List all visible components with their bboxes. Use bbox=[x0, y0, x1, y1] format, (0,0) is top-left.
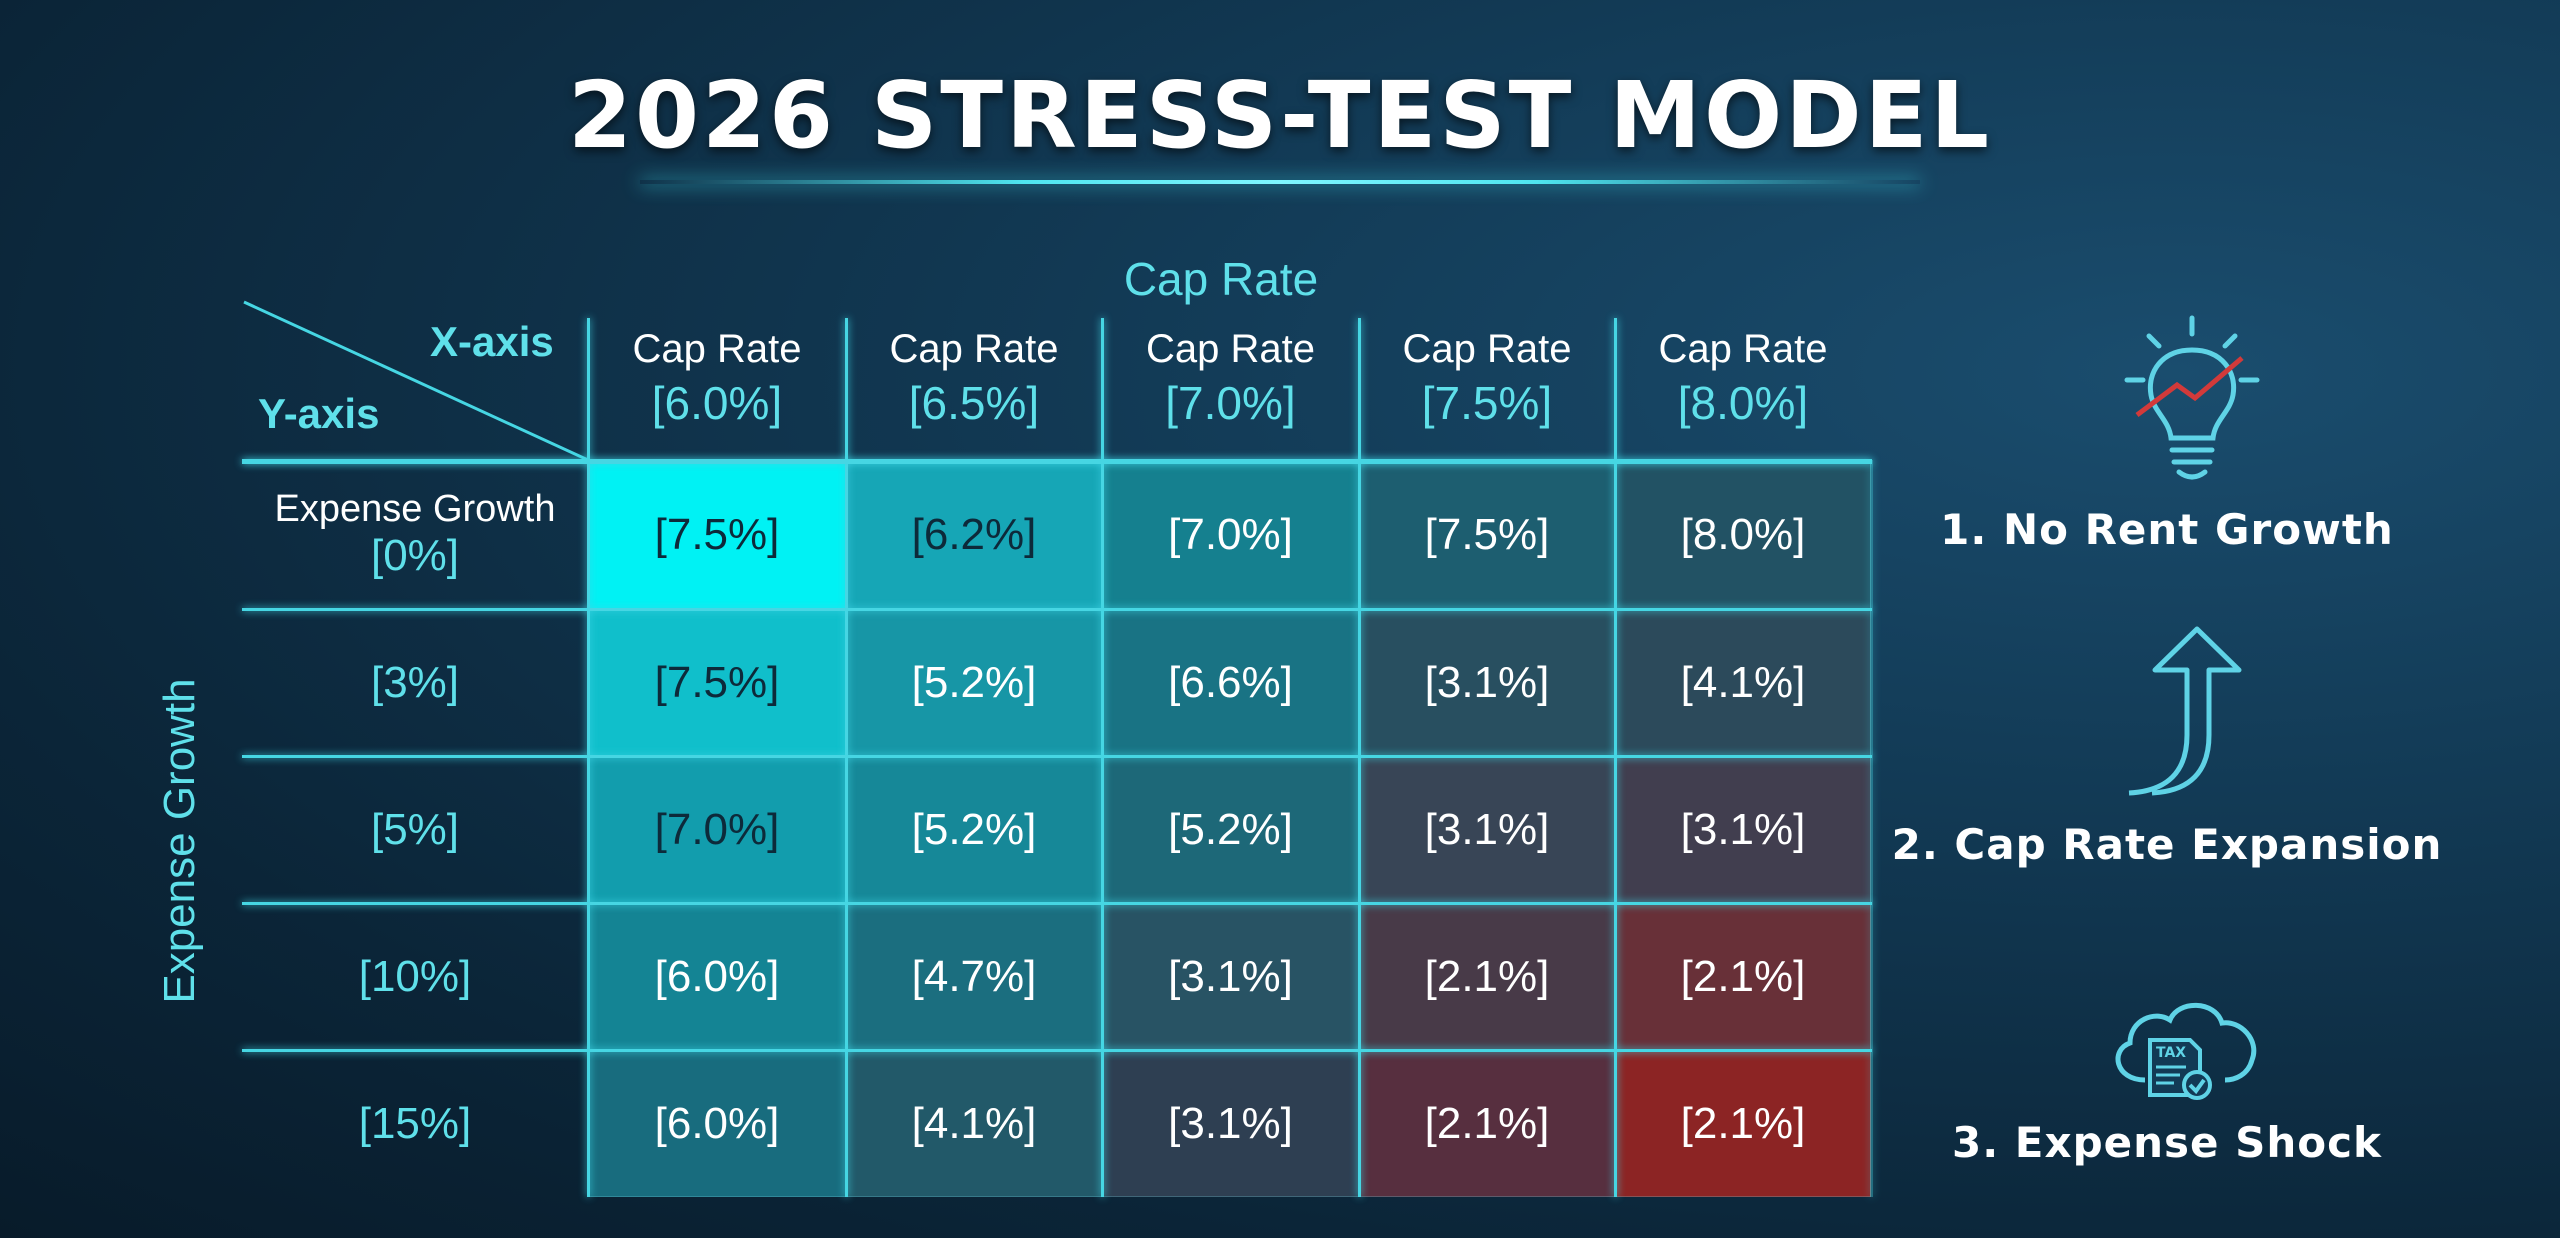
corner-y-axis-label: Y-axis bbox=[258, 390, 380, 437]
heatmap-cell: [3.1%] bbox=[1359, 609, 1615, 756]
scenario-label-2: 2. Cap Rate Expansion bbox=[1891, 820, 2443, 869]
row-header: [15%] bbox=[242, 1050, 588, 1197]
column-header-value: [6.5%] bbox=[908, 377, 1040, 429]
grid-line-horizontal bbox=[242, 608, 1872, 611]
heatmap-cell: [4.1%] bbox=[1615, 609, 1871, 756]
heatmap-cell: [6.0%] bbox=[588, 903, 846, 1050]
grid-line-horizontal bbox=[242, 902, 1872, 905]
row-header-title: Expense Growth bbox=[274, 488, 556, 530]
heatmap-cell: [6.6%] bbox=[1102, 609, 1359, 756]
heatmap-cell: [6.2%] bbox=[846, 460, 1102, 609]
column-header: Cap Rate [8.0%] bbox=[1615, 322, 1871, 460]
heatmap-cell: [4.1%] bbox=[846, 1050, 1102, 1197]
heatmap-cell: [7.0%] bbox=[1102, 460, 1359, 609]
column-header-value: [7.5%] bbox=[1421, 377, 1553, 429]
page-title: 2026 STRESS-TEST MODEL bbox=[567, 62, 1993, 169]
heatmap-cell: [5.2%] bbox=[846, 756, 1102, 903]
heatmap-cell: [7.0%] bbox=[588, 756, 846, 903]
column-header: Cap Rate [6.5%] bbox=[846, 322, 1102, 460]
column-header-value: [6.0%] bbox=[651, 377, 783, 429]
row-header: Expense Growth [0%] bbox=[242, 460, 588, 609]
heatmap-cell: [3.1%] bbox=[1359, 756, 1615, 903]
heatmap-cell: [8.0%] bbox=[1615, 460, 1871, 609]
column-header-title: Cap Rate bbox=[1146, 327, 1315, 371]
column-header-title: Cap Rate bbox=[632, 327, 802, 371]
row-header: [5%] bbox=[242, 756, 588, 903]
row-header-value: [5%] bbox=[370, 804, 460, 854]
column-header: Cap Rate [6.0%] bbox=[588, 322, 846, 460]
heatmap-cell: [6.0%] bbox=[588, 1050, 846, 1197]
heatmap-cell: [3.1%] bbox=[1102, 1050, 1359, 1197]
scenario-label-1: 1. No Rent Growth bbox=[1940, 505, 2394, 554]
heatmap-cell: [7.5%] bbox=[588, 460, 846, 609]
column-header-title: Cap Rate bbox=[1402, 327, 1572, 371]
column-header: Cap Rate [7.5%] bbox=[1359, 322, 1615, 460]
row-header-value: [3%] bbox=[370, 657, 460, 707]
grid-line-horizontal bbox=[242, 1049, 1872, 1052]
heatmap-cell: [5.2%] bbox=[846, 609, 1102, 756]
lightbulb-chart-icon bbox=[2124, 315, 2260, 480]
column-header-title: Cap Rate bbox=[1658, 327, 1828, 371]
heatmap-cell: [2.1%] bbox=[1615, 1050, 1871, 1197]
row-header: [3%] bbox=[242, 609, 588, 756]
row-header-value: [15%] bbox=[358, 1098, 472, 1148]
row-header-value: [0%] bbox=[370, 531, 460, 580]
corner-x-axis-label: X-axis bbox=[430, 318, 554, 365]
row-header: [10%] bbox=[242, 903, 588, 1050]
heatmap-cell: [7.5%] bbox=[1359, 460, 1615, 609]
column-header-value: [7.0%] bbox=[1165, 377, 1296, 429]
corner-diagonal bbox=[243, 300, 589, 462]
heatmap-cell: [2.1%] bbox=[1359, 903, 1615, 1050]
heatmap-cell: [7.5%] bbox=[588, 609, 846, 756]
column-header-title: Cap Rate bbox=[889, 327, 1059, 371]
arrow-up-icon bbox=[2128, 626, 2242, 796]
svg-text:TAX: TAX bbox=[2156, 1045, 2186, 1061]
cloud-tax-icon: TAX bbox=[2115, 1002, 2257, 1100]
heatmap-cell: [2.1%] bbox=[1359, 1050, 1615, 1197]
grid-line-horizontal bbox=[242, 459, 1872, 464]
column-header-value: [8.0%] bbox=[1677, 377, 1809, 429]
heatmap-cell: [3.1%] bbox=[1102, 903, 1359, 1050]
heatmap-cell: [5.2%] bbox=[1102, 756, 1359, 903]
heatmap-cell: [2.1%] bbox=[1615, 903, 1871, 1050]
heatmap-cell: [3.1%] bbox=[1615, 756, 1871, 903]
title-underline bbox=[640, 180, 1920, 184]
heatmap-cell: [4.7%] bbox=[846, 903, 1102, 1050]
y-axis-title: Expense Growth bbox=[155, 678, 204, 1004]
column-header: Cap Rate [7.0%] bbox=[1102, 322, 1359, 460]
row-header-value: [10%] bbox=[358, 951, 472, 1001]
scenario-label-3: 3. Expense Shock bbox=[1952, 1118, 2382, 1167]
grid-line-vertical bbox=[1870, 460, 1873, 1197]
x-axis-title: Cap Rate bbox=[1123, 253, 1319, 305]
grid-line-horizontal bbox=[242, 755, 1872, 758]
